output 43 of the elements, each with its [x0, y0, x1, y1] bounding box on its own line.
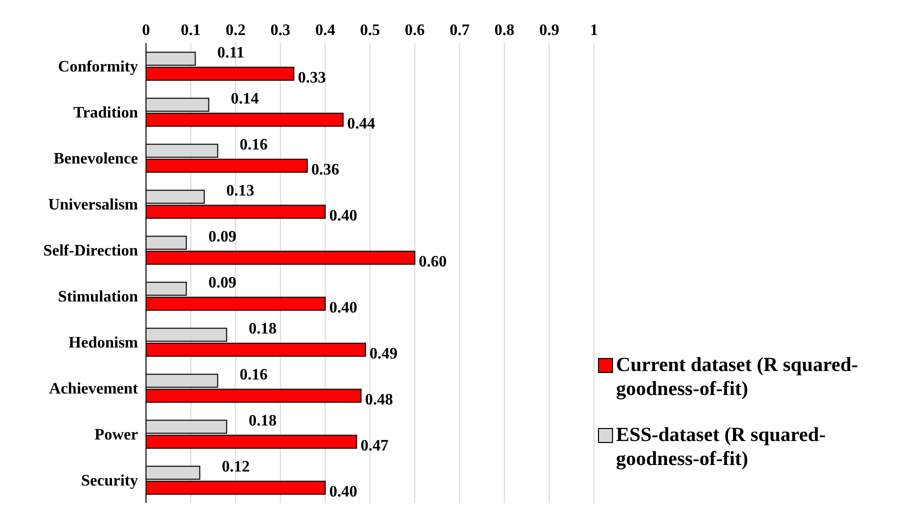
- y-tick-label: Universalism: [48, 196, 139, 214]
- data-label: 0.09: [208, 228, 236, 246]
- data-label: 0.47: [360, 437, 389, 454]
- x-tick-label: 0.2: [226, 22, 246, 39]
- x-tick-label: 0.8: [494, 22, 514, 39]
- data-label: 0.44: [347, 115, 376, 132]
- legend-label: ESS-dataset (R squared-goodness-of-fit): [616, 423, 827, 471]
- data-label: 0.36: [311, 161, 340, 178]
- y-tick-label: Self-Direction: [43, 242, 138, 260]
- data-label: 0.49: [370, 345, 398, 362]
- y-tick-label: Power: [94, 426, 138, 444]
- data-label: 0.16: [240, 366, 268, 384]
- x-tick-label: 0.6: [404, 22, 425, 39]
- data-label: 0.33: [298, 69, 326, 86]
- data-label: 0.11: [217, 44, 244, 62]
- data-label: 0.40: [329, 299, 358, 316]
- x-tick-label: 0.4: [315, 22, 336, 39]
- data-label: 0.09: [208, 274, 236, 292]
- data-label: 0.12: [222, 458, 250, 476]
- y-tick-label: Benevolence: [54, 150, 138, 168]
- y-tick-label: Tradition: [73, 104, 138, 122]
- x-tick-label: 0.5: [360, 22, 380, 39]
- data-label: 0.60: [418, 253, 447, 270]
- data-label: 0.48: [365, 391, 394, 408]
- data-label: 0.40: [329, 207, 358, 224]
- y-tick-label: Security: [81, 472, 138, 490]
- x-tick-label: 0.3: [270, 22, 290, 39]
- data-label: 0.18: [248, 320, 277, 338]
- y-tick-label: Conformity: [58, 58, 138, 76]
- y-tick-label: Stimulation: [58, 288, 138, 306]
- data-label: 0.16: [240, 136, 268, 154]
- data-label: 0.40: [329, 483, 358, 500]
- data-label: 0.18: [248, 412, 277, 430]
- x-tick-label: 0.7: [450, 22, 470, 39]
- data-label: 0.13: [226, 182, 254, 200]
- x-tick-label: 1: [590, 22, 598, 39]
- x-tick-label: 0: [142, 22, 150, 39]
- data-label: 0.14: [230, 90, 259, 108]
- legend-label: Current dataset (R squared-goodness-of-fit): [616, 353, 860, 401]
- y-tick-label: Achievement: [49, 380, 139, 398]
- x-tick-label: 0.9: [539, 22, 560, 39]
- x-tick-label: 0.1: [180, 22, 201, 39]
- y-tick-label: Hedonism: [68, 334, 139, 352]
